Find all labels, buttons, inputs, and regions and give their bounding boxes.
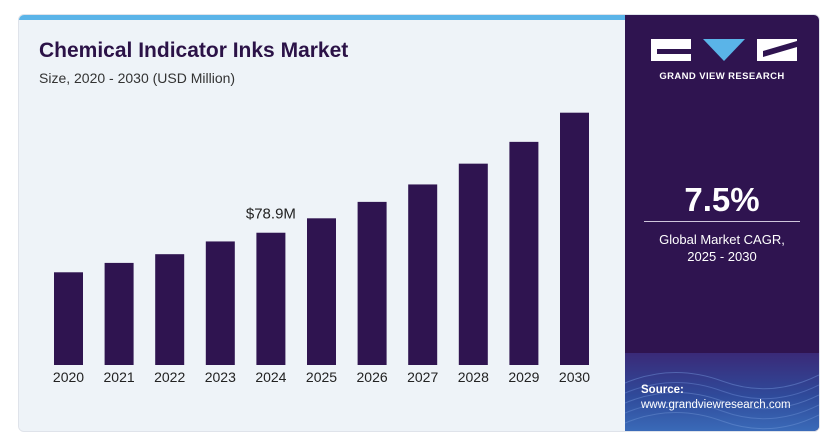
- cagr-period: 2025 - 2030: [687, 249, 757, 264]
- bar-2028: [458, 163, 488, 365]
- x-tick-label: 2029: [508, 369, 539, 385]
- cagr-value: 7.5%: [684, 181, 760, 218]
- source-label: Source:: [641, 384, 684, 396]
- data-label: $78.9M: [246, 206, 296, 223]
- brand-name: GRAND VIEW RESEARCH: [659, 71, 785, 82]
- chart-subtitle: Size, 2020 - 2030 (USD Million): [39, 70, 236, 86]
- page-title: Chemical Indicator Inks Market: [39, 39, 349, 62]
- x-tick-label: 2027: [407, 369, 438, 385]
- cagr-label-line: Global Market CAGR,: [659, 232, 785, 247]
- bar-2025: [307, 218, 336, 365]
- bar-2022: [155, 254, 185, 365]
- accent-bar: [19, 15, 625, 20]
- bar-chart: 2020 2021 2022 2023 2024 2025 2026 2027 2028 2029…: [53, 112, 590, 385]
- x-tick-label: 2026: [357, 369, 388, 385]
- chart-panel: Chemical Indicator Inks Market Size, 202…: [19, 20, 625, 431]
- bar-2029: [509, 141, 539, 365]
- source-link[interactable]: www.grandviewresearch.com: [641, 399, 791, 411]
- bar-2026: [357, 201, 387, 365]
- bar-2020: [54, 272, 83, 365]
- x-tick-label: 2025: [306, 369, 337, 385]
- bar-2024: [256, 232, 286, 365]
- x-tick-label: 2028: [458, 369, 489, 385]
- chart-card: Chemical Indicator Inks Market Size, 202…: [18, 14, 820, 432]
- x-tick-label: 2023: [205, 369, 236, 385]
- x-tick-label: 2021: [104, 369, 135, 385]
- x-tick-label: 2024: [255, 369, 286, 385]
- bar-2023: [205, 241, 235, 365]
- x-tick-label: 2022: [154, 369, 185, 385]
- info-sidebar: GRAND VIEW RESEARCH 7.5% Global Market C…: [625, 15, 819, 431]
- bar-2027: [408, 184, 438, 365]
- x-tick-label: 2020: [53, 369, 84, 385]
- source-panel: [625, 353, 819, 431]
- x-tick-label: 2030: [559, 369, 590, 385]
- grand-view-research-logo-icon: [651, 39, 797, 61]
- wave-pattern: [625, 371, 819, 430]
- bar-2021: [104, 262, 134, 365]
- cagr-label: Global Market CAGR, 2025 - 2030: [625, 231, 819, 265]
- bar-2030: [560, 112, 589, 365]
- divider: [644, 221, 800, 222]
